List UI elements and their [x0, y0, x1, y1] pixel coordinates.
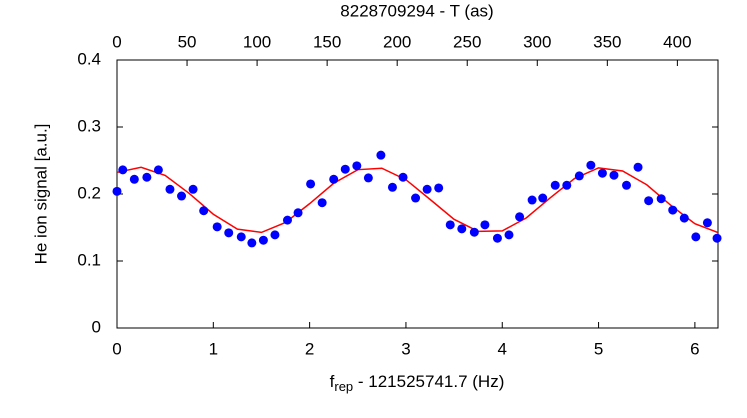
x2-tick-label: 100: [243, 32, 271, 51]
data-point: [376, 150, 386, 160]
x-label-rest: - 121525741.7 (Hz): [353, 372, 504, 391]
data-point: [538, 193, 548, 203]
data-point: [329, 174, 339, 184]
data-point: [236, 232, 246, 242]
data-point: [457, 224, 467, 234]
x-tick-label: 3: [401, 339, 410, 358]
y-axis-label: He ion signal [a.u.]: [31, 124, 50, 265]
data-point: [480, 220, 490, 230]
data-point: [691, 232, 701, 242]
data-point: [562, 180, 572, 190]
data-point: [317, 198, 327, 208]
data-point: [609, 170, 619, 180]
data-point: [445, 220, 455, 230]
data-point: [586, 160, 596, 170]
data-point: [118, 165, 128, 175]
data-point: [492, 233, 502, 243]
data-point: [668, 205, 678, 215]
data-point: [633, 162, 643, 172]
x2-tick-label: 300: [523, 32, 551, 51]
data-point: [469, 227, 479, 237]
x-tick-label: 4: [498, 339, 507, 358]
x-tick-label: 2: [305, 339, 314, 358]
data-point: [712, 233, 722, 243]
x-tick-label: 0: [112, 339, 121, 358]
data-point: [129, 174, 139, 184]
x2-tick-label: 400: [663, 32, 691, 51]
y-tick-label: 0.2: [77, 183, 101, 202]
data-point: [411, 193, 421, 203]
x2-tick-label: 200: [383, 32, 411, 51]
data-point: [199, 206, 209, 216]
data-point: [352, 161, 362, 171]
x-tick-label: 5: [594, 339, 603, 358]
data-point: [293, 208, 303, 218]
data-point: [550, 180, 560, 190]
data-point: [574, 171, 584, 181]
x2-axis-label: 8228709294 - T (as): [340, 1, 493, 20]
data-point: [247, 238, 257, 248]
y-tick-label: 0: [92, 317, 101, 336]
data-point: [177, 191, 187, 201]
data-point: [434, 183, 444, 193]
x2-tick-label: 250: [453, 32, 481, 51]
data-point: [340, 164, 350, 174]
data-point: [153, 165, 163, 175]
x2-tick-label: 50: [178, 32, 197, 51]
x-axis-label: frep - 121525741.7 (Hz): [330, 372, 505, 394]
data-point: [258, 235, 268, 245]
data-point: [422, 184, 432, 194]
x-label-main: f: [330, 372, 335, 391]
data-point: [644, 196, 654, 206]
x2-tick-label: 150: [313, 32, 341, 51]
x2-tick-label: 350: [593, 32, 621, 51]
data-point: [212, 222, 222, 232]
x-tick-label: 6: [690, 339, 699, 358]
y-tick-label: 0.3: [77, 116, 101, 135]
data-point: [702, 218, 712, 228]
data-point: [270, 230, 280, 240]
fit-line: [117, 166, 718, 234]
data-point: [112, 186, 122, 196]
data-point: [224, 228, 234, 238]
data-point: [306, 179, 316, 189]
data-point: [622, 180, 632, 190]
data-point: [597, 168, 607, 178]
y-tick-label: 0.1: [77, 250, 101, 269]
y-tick-label: 0.4: [77, 49, 101, 68]
data-point: [165, 184, 175, 194]
data-point: [282, 215, 292, 225]
data-point: [527, 195, 537, 205]
x-label-sub: rep: [334, 379, 353, 394]
data-point: [387, 182, 397, 192]
x-tick-label: 1: [209, 339, 218, 358]
data-point: [656, 194, 666, 204]
x2-tick-label: 0: [112, 32, 121, 51]
data-point: [363, 173, 373, 183]
data-point: [679, 213, 689, 223]
data-point: [398, 172, 408, 182]
data-point: [142, 172, 152, 182]
data-point: [188, 184, 198, 194]
data-point: [504, 230, 514, 240]
data-point: [515, 212, 525, 222]
